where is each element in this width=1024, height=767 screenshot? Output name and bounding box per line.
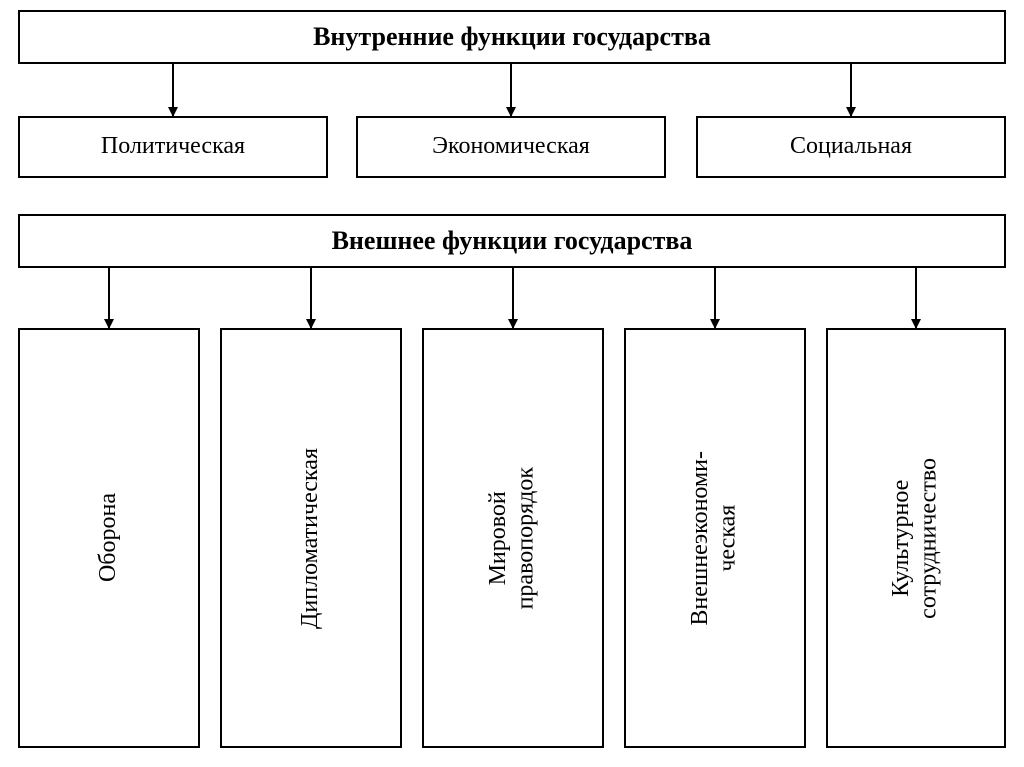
external-functions-title-text: Внешнее функции государства [332,226,693,256]
box-label: Социальная [790,133,912,161]
external-functions-title: Внешнее функции государства [18,214,1006,268]
external-function-defense: Оборона [18,328,200,748]
external-function-cultural-coop: Культурное сотрудничество [826,328,1006,748]
internal-function-economic: Экономическая [356,116,666,178]
external-function-foreign-economic: Внешнеэкономи- ческая [624,328,806,748]
diagram-stage: Внутренние функции государства Политичес… [0,0,1024,767]
internal-functions-title-text: Внутренние функции государства [313,22,711,52]
box-label: Внешнеэкономи- ческая [687,451,742,626]
internal-function-political: Политическая [18,116,328,178]
external-function-diplomatic: Дипломатическая [220,328,402,748]
box-label: Мировой правопорядок [485,467,540,609]
box-label: Политическая [101,133,245,161]
box-label: Оборона [95,493,123,582]
box-label: Культурное сотрудничество [888,458,943,619]
external-function-world-order: Мировой правопорядок [422,328,604,748]
box-label: Дипломатическая [297,448,325,629]
internal-function-social: Социальная [696,116,1006,178]
internal-functions-title: Внутренние функции государства [18,10,1006,64]
box-label: Экономическая [432,133,590,161]
